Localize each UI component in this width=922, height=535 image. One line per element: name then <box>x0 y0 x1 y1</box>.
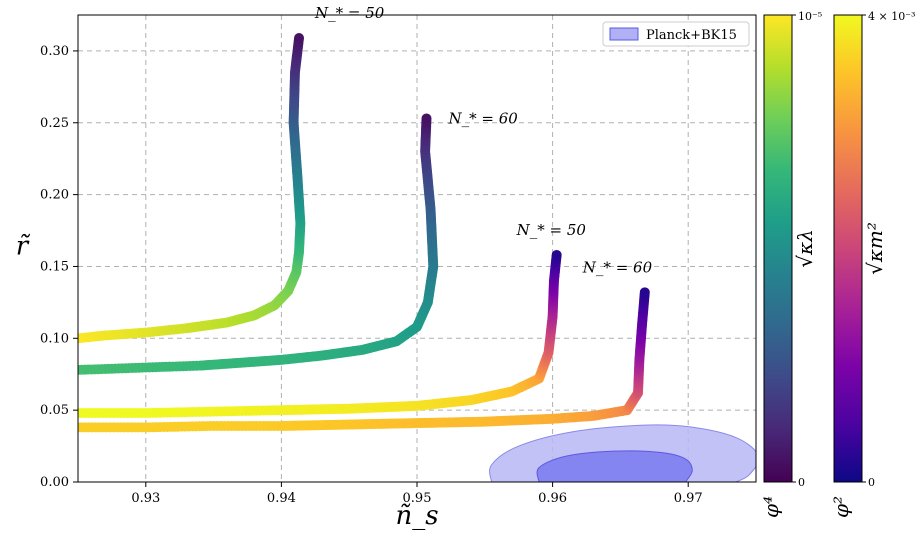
data-point <box>421 113 432 124</box>
x-tick-label: 0.96 <box>538 491 567 506</box>
x-tick-label: 0.97 <box>674 491 703 506</box>
colorbar-model-label: φ⁴ <box>759 496 783 518</box>
y-ticks: 0.00 0.05 0.10 0.15 0.20 0.25 0.30 <box>40 44 78 490</box>
legend-swatch <box>609 27 639 41</box>
y-tick-label: 0.10 <box>40 331 69 346</box>
data-series <box>78 32 650 433</box>
x-tick-label: 0.95 <box>403 491 432 506</box>
colorbars: 10⁻⁵ 0 √κλ φ⁴ 4 × 10⁻³ 0 √κm² φ² <box>759 10 915 518</box>
colorbar-label: √κm² <box>863 222 887 275</box>
y-tick-label: 0.30 <box>40 44 69 59</box>
colorbar-max-label: 10⁻⁵ <box>798 10 822 23</box>
colorbar-min-label: 0 <box>868 476 875 489</box>
annotation-0: N_* = 50 <box>314 4 385 22</box>
y-tick-label: 0.15 <box>40 259 69 274</box>
planck-contours <box>489 424 756 482</box>
x-axis-label: ñ_s <box>395 501 438 531</box>
legend: Planck+BK15 <box>602 21 750 47</box>
data-point <box>294 32 305 43</box>
colorbar-phi2: 4 × 10⁻³ 0 √κm² φ² <box>829 10 915 518</box>
contour-inner <box>536 450 693 482</box>
colorbar-phi4: 10⁻⁵ 0 √κλ φ⁴ <box>759 10 822 518</box>
x-tick-label: 0.93 <box>131 491 160 506</box>
colorbar-label: √κλ <box>793 229 817 268</box>
colorbar-gradient <box>833 14 863 483</box>
y-axis-label: r̃ <box>16 232 31 262</box>
legend-label: Planck+BK15 <box>646 28 737 43</box>
y-tick-label: 0.20 <box>40 188 69 203</box>
legend-box <box>602 21 750 47</box>
colorbar-min-label: 0 <box>798 476 805 489</box>
colorbar-max-label: 4 × 10⁻³ <box>868 10 915 23</box>
series-phi2-3 <box>78 287 650 433</box>
series-phi4-1 <box>78 113 439 375</box>
annotation-1: N_* = 60 <box>447 109 518 127</box>
y-tick-label: 0.05 <box>40 403 69 418</box>
annotation-3: N_* = 60 <box>582 258 653 276</box>
y-tick-label: 0.25 <box>40 116 69 131</box>
data-point <box>551 249 562 260</box>
data-point <box>639 287 650 298</box>
series-phi4-0 <box>78 32 306 344</box>
x-ticks: 0.93 0.94 0.95 0.96 0.97 <box>131 482 703 506</box>
colorbar-gradient <box>763 14 793 483</box>
x-tick-label: 0.94 <box>267 491 296 506</box>
y-tick-label: 0.00 <box>40 475 69 490</box>
series-annotations: N_* = 50 N_* = 60 N_* = 50 N_* = 60 <box>314 4 653 276</box>
annotation-2: N_* = 50 <box>516 221 587 239</box>
colorbar-model-label: φ² <box>829 496 853 518</box>
series-phi2-2 <box>78 249 562 419</box>
